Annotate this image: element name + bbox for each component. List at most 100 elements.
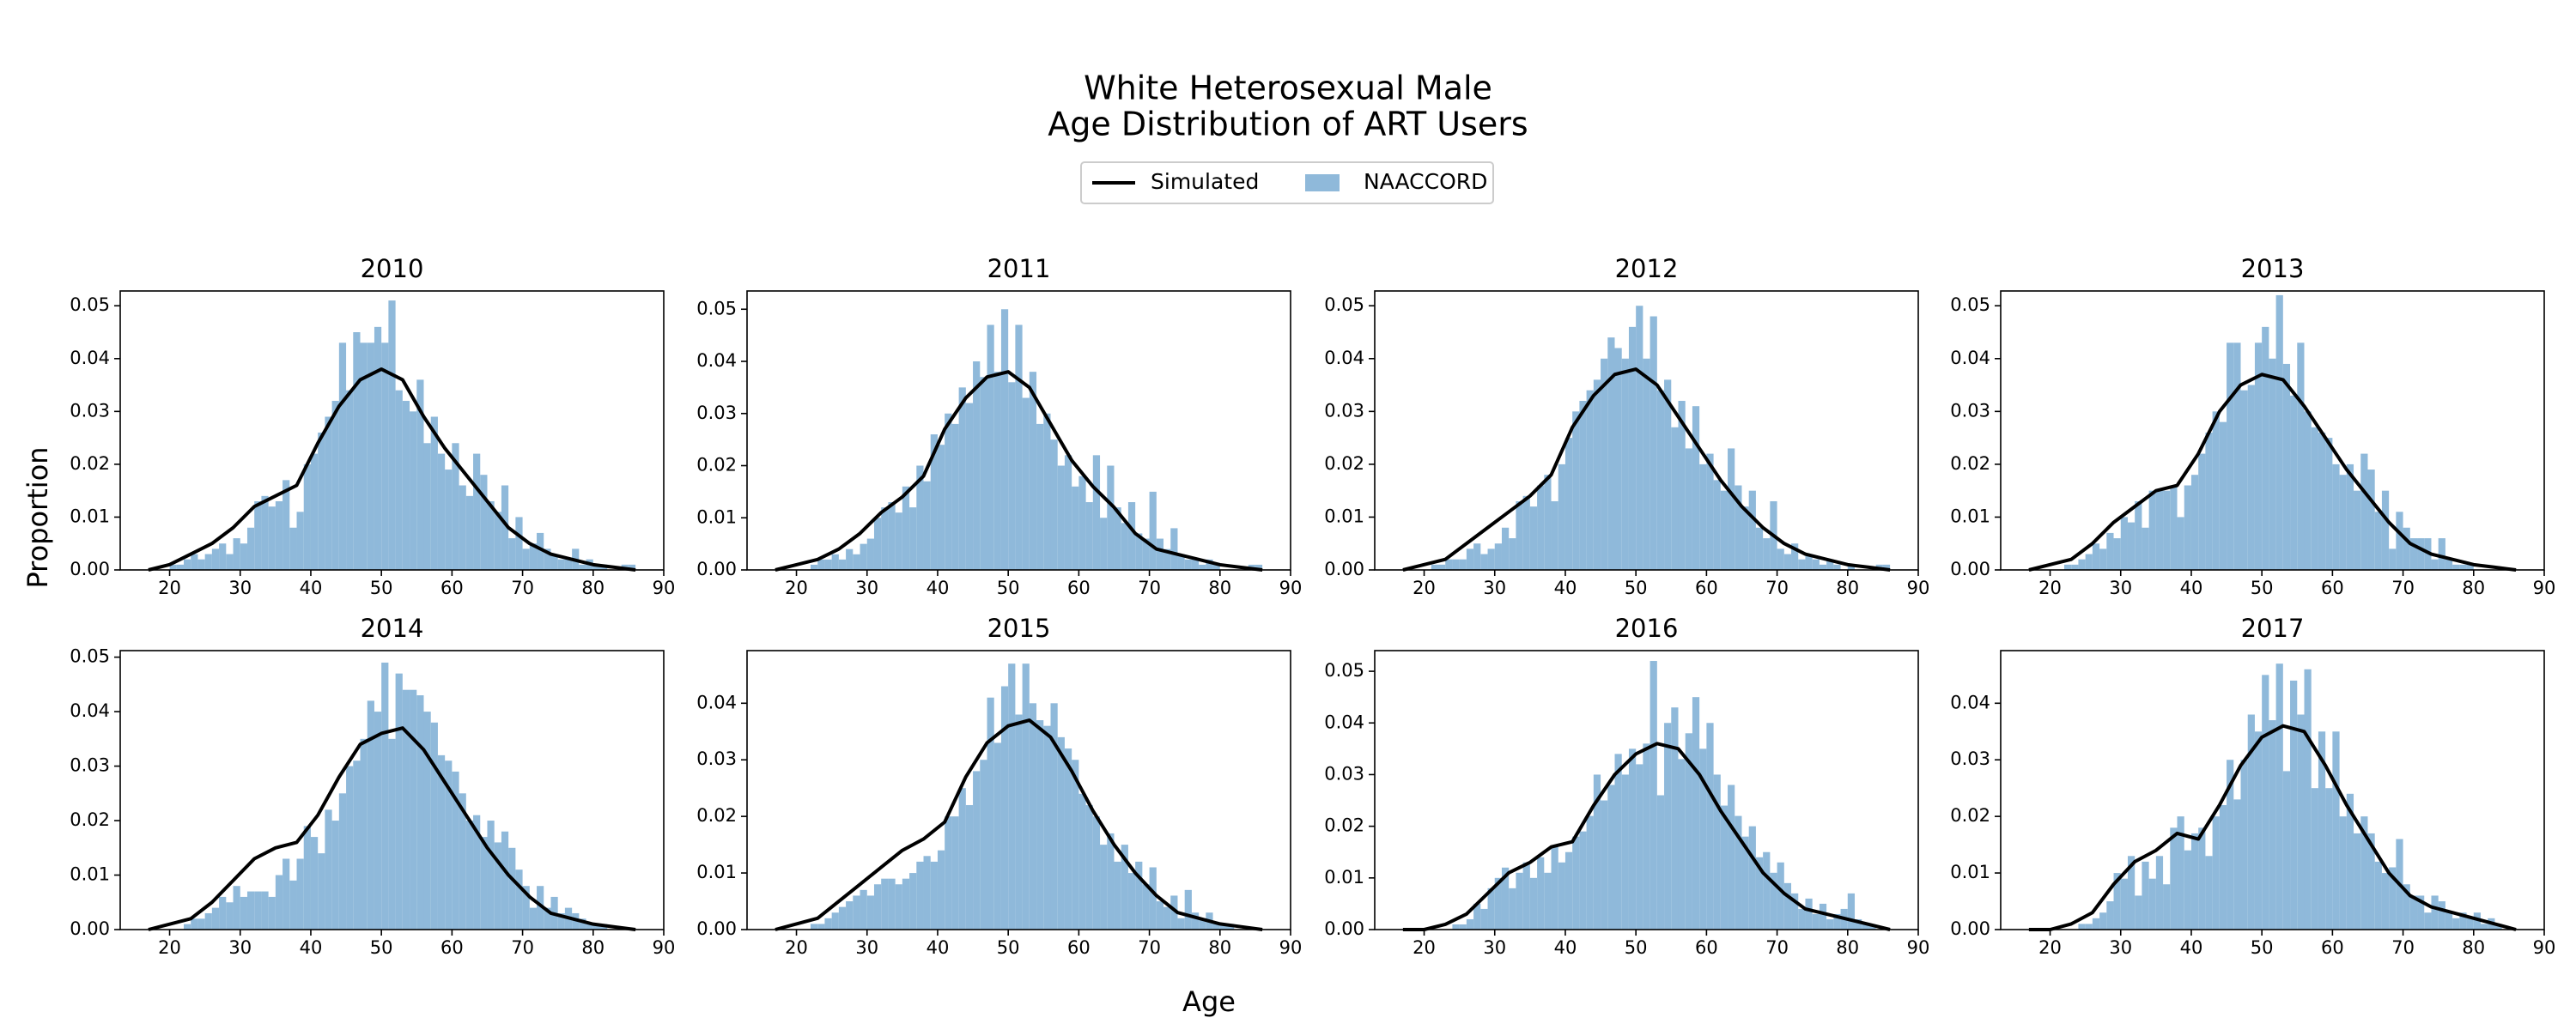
- bar: [930, 434, 938, 570]
- bar: [1692, 697, 1700, 930]
- bar: [1643, 358, 1650, 570]
- bar: [1805, 554, 1813, 570]
- panel-title: 2012: [1615, 254, 1679, 283]
- bar: [183, 559, 191, 570]
- bar: [2269, 720, 2276, 930]
- bar: [1522, 862, 1530, 930]
- bar: [2227, 760, 2234, 930]
- bar: [2424, 912, 2432, 930]
- kde-line: [1402, 367, 1891, 572]
- bar: [353, 332, 361, 570]
- bar: [1022, 663, 1030, 930]
- bar: [1135, 533, 1143, 570]
- y-tick-label: 0.04: [70, 348, 110, 368]
- y-tick-label: 0.02: [1950, 453, 1990, 474]
- bar: [353, 760, 361, 930]
- bar: [2282, 771, 2291, 930]
- bar: [1015, 324, 1023, 570]
- legend-label: NAACCORD: [1364, 169, 1487, 194]
- x-tick-label: 20: [1413, 578, 1436, 598]
- x-tick-label: 20: [2038, 937, 2062, 958]
- x-tick-label: 80: [1836, 578, 1859, 598]
- bar: [2304, 669, 2312, 930]
- bar: [318, 853, 325, 930]
- x-tick-label: 80: [2462, 578, 2485, 598]
- bar: [2409, 538, 2418, 570]
- bar: [1833, 564, 1841, 570]
- bar: [1219, 924, 1228, 930]
- bar: [1473, 903, 1481, 930]
- bar: [445, 470, 453, 570]
- y-tick-label: 0.00: [70, 559, 110, 579]
- bar: [916, 861, 924, 930]
- bar: [2311, 427, 2318, 570]
- bar: [2354, 490, 2361, 570]
- bar: [240, 543, 247, 570]
- bar: [824, 918, 832, 930]
- x-tick-label: 30: [1483, 937, 1506, 958]
- bar: [331, 401, 339, 570]
- kde-line: [775, 370, 1263, 572]
- bar: [1572, 411, 1580, 570]
- bar: [2389, 548, 2397, 570]
- bar: [197, 918, 205, 930]
- bar: [1551, 846, 1558, 930]
- y-tick-label: 0.03: [70, 400, 110, 421]
- y-tick-label: 0.05: [70, 294, 110, 315]
- bar: [1487, 548, 1495, 570]
- bar: [937, 850, 945, 930]
- bar: [1586, 815, 1594, 930]
- bar: [1445, 559, 1453, 570]
- bar: [1783, 554, 1792, 570]
- bar: [2198, 453, 2206, 570]
- bar: [1798, 908, 1806, 930]
- bar: [331, 821, 339, 930]
- bar: [1735, 485, 1742, 570]
- bar: [2339, 475, 2347, 570]
- bar: [473, 453, 481, 570]
- bar: [1558, 464, 1565, 570]
- bar: [169, 564, 177, 570]
- bar: [2212, 411, 2220, 570]
- bar: [987, 324, 994, 570]
- bar: [1212, 924, 1220, 930]
- bar: [1671, 707, 1679, 930]
- bar: [1516, 500, 1523, 570]
- figure-title: Age Distribution of ART Users: [1048, 106, 1528, 143]
- bar: [283, 858, 290, 930]
- bar: [1043, 413, 1051, 570]
- bar: [275, 875, 283, 930]
- bar: [2481, 924, 2488, 930]
- bar: [2409, 895, 2418, 930]
- y-tick-label: 0.04: [1324, 712, 1364, 732]
- bar: [246, 527, 255, 570]
- bar: [501, 831, 509, 930]
- bar: [1452, 559, 1460, 570]
- bar: [1036, 720, 1044, 930]
- x-tick-label: 20: [2038, 578, 2062, 598]
- bar: [1607, 337, 1615, 570]
- bar: [1206, 559, 1213, 570]
- bar: [1127, 873, 1136, 930]
- bar: [831, 912, 839, 930]
- x-tick-label: 80: [1836, 937, 1859, 958]
- axes-frame: [746, 650, 1291, 930]
- x-tick-label: 70: [2391, 578, 2415, 598]
- bar: [211, 548, 220, 570]
- bar: [2120, 878, 2128, 930]
- bar: [416, 379, 424, 570]
- x-tick-label: 30: [1483, 578, 1506, 598]
- x-tick-label: 50: [1625, 578, 1648, 598]
- bar: [2219, 421, 2227, 570]
- bar: [1678, 759, 1686, 930]
- bar: [537, 532, 544, 570]
- figure-title: White Heterosexual Male: [1084, 70, 1492, 107]
- bar: [817, 559, 825, 570]
- bar: [2135, 895, 2142, 930]
- bar: [1826, 559, 1834, 570]
- bar: [550, 554, 558, 570]
- bar: [1728, 785, 1735, 930]
- bar: [1529, 506, 1538, 570]
- x-tick-label: 60: [2321, 578, 2344, 598]
- x-tick-label: 50: [997, 578, 1020, 598]
